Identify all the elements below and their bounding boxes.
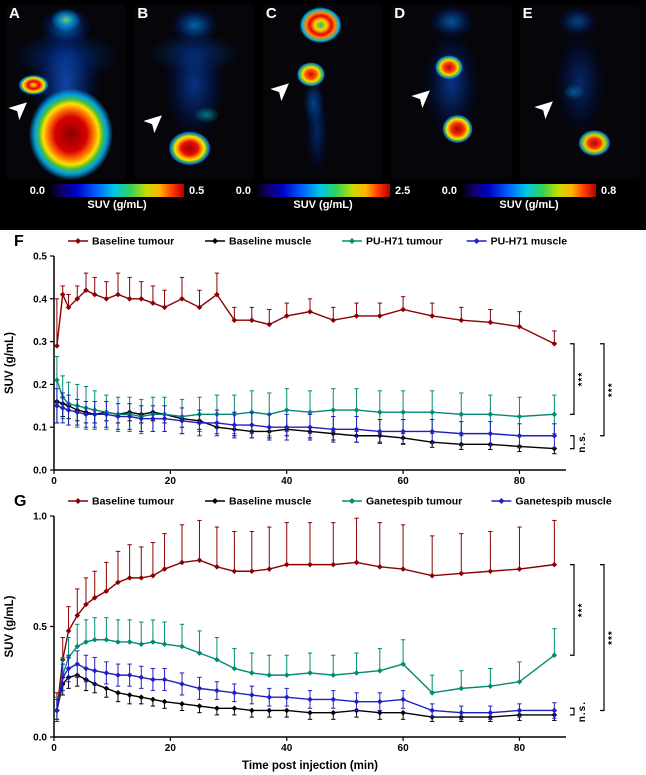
svg-text:20: 20: [165, 476, 177, 487]
colorbar-title: SUV (g/mL): [293, 199, 353, 211]
colorbar-max-label: 2.5: [395, 184, 411, 197]
chart-panel-G: G 0.0 0.5 1.0 0 20 40 60 80 SUV (g/mL) Time post …: [0, 490, 646, 775]
svg-text:0.0: 0.0: [33, 466, 47, 477]
tumour-arrow-icon: ➤: [138, 104, 171, 137]
tumour-arrow-icon: ➤: [529, 90, 562, 123]
tumour-arrow-icon: ➤: [265, 72, 298, 106]
svg-text:Ganetespib muscle: Ganetespib muscle: [515, 496, 611, 508]
suv-time-chart-F: 0.0 0.1 0.2 0.3 0.4 0.5 0 20 40 60 80 SUV (g/mL) Bas…: [4, 236, 618, 488]
suv-colorbar-1: 0.0 0.5 SUV (g/mL): [29, 184, 205, 211]
colorbar-min-label: 0.0: [441, 184, 457, 197]
suv-time-chart-G: 0.0 0.5 1.0 0 20 40 60 80 SUV (g/mL) Time post in…: [4, 496, 618, 773]
svg-text:1.0: 1.0: [33, 512, 47, 523]
svg-text:Ganetespib tumour: Ganetespib tumour: [366, 496, 462, 508]
pet-panels-row: A ➤ B ➤ C ➤ D ➤: [0, 0, 646, 180]
svg-text:Baseline tumour: Baseline tumour: [92, 236, 174, 248]
colorbar-min-label: 0.0: [29, 184, 45, 197]
suv-colorbar-3: 0.0 0.8 SUV (g/mL): [441, 184, 617, 211]
panel-label-D: D: [394, 5, 406, 22]
svg-text:SUV (g/mL): SUV (g/mL): [4, 595, 16, 657]
svg-text:PU-H71 muscle: PU-H71 muscle: [491, 236, 568, 248]
svg-text:Baseline tumour: Baseline tumour: [92, 496, 174, 508]
svg-text:0.1: 0.1: [33, 423, 47, 434]
svg-text:80: 80: [514, 476, 526, 487]
svg-text:n.s.: n.s.: [577, 432, 588, 453]
svg-text:n.s.: n.s.: [577, 701, 588, 722]
svg-text:20: 20: [165, 743, 177, 754]
panel-label-F: F: [14, 233, 24, 250]
pet-scan-image-A: ➤: [6, 4, 127, 180]
panel-label-B: B: [137, 5, 149, 22]
svg-text:60: 60: [398, 743, 410, 754]
pet-panel-B: B ➤: [134, 4, 255, 180]
pet-panel-D: D ➤: [391, 4, 512, 180]
panel-label-C: C: [265, 5, 277, 22]
svg-text:***: ***: [577, 603, 588, 618]
svg-text:PU-H71 tumour: PU-H71 tumour: [366, 236, 442, 248]
colorbar-min-label: 0.0: [235, 184, 251, 197]
svg-text:40: 40: [281, 743, 293, 754]
pet-scan-image-E: ➤: [519, 4, 641, 180]
svg-text:0.5: 0.5: [33, 622, 47, 633]
pet-scan-image-C: ➤: [262, 4, 384, 180]
svg-text:SUV (g/mL): SUV (g/mL): [4, 332, 16, 394]
svg-text:Baseline muscle: Baseline muscle: [229, 496, 311, 508]
panel-label-E: E: [522, 5, 533, 22]
colorbar-gradient: [256, 184, 390, 197]
suv-colorbar-2: 0.0 2.5 SUV (g/mL): [235, 184, 411, 211]
svg-text:Time post injection (min): Time post injection (min): [242, 760, 378, 772]
svg-text:0.3: 0.3: [33, 337, 47, 348]
chart-panel-F: F 0.0 0.1 0.2 0.3 0.4 0.5 0 20 40 60 80 SUV (g/mL) B…: [0, 230, 646, 490]
colorbar-max-label: 0.8: [601, 184, 617, 197]
colorbar-title: SUV (g/mL): [87, 199, 147, 211]
pet-panel-C: C ➤: [262, 4, 384, 180]
colorbar-max-label: 0.5: [189, 184, 205, 197]
pet-image-strip: A ➤ B ➤ C ➤ D ➤: [0, 0, 646, 230]
tumour-arrow-icon: ➤: [406, 79, 439, 113]
svg-text:***: ***: [607, 382, 618, 397]
pet-panel-E: E ➤: [519, 4, 641, 180]
svg-text:Baseline muscle: Baseline muscle: [229, 236, 311, 248]
svg-text:0.2: 0.2: [33, 380, 47, 391]
svg-text:0: 0: [51, 743, 57, 754]
svg-text:0.0: 0.0: [33, 733, 47, 744]
colorbar-gradient: [462, 184, 596, 197]
colorbar-row: 0.0 0.5 SUV (g/mL) 0.0 2.5 SUV (g/mL) 0.…: [0, 180, 646, 230]
svg-text:80: 80: [514, 743, 526, 754]
tumour-arrow-icon: ➤: [6, 92, 35, 125]
svg-text:0.4: 0.4: [33, 294, 47, 305]
pet-scan-image-D: ➤: [391, 4, 512, 180]
colorbar-title: SUV (g/mL): [499, 199, 559, 211]
panel-label-G: G: [14, 493, 27, 510]
svg-text:***: ***: [577, 372, 588, 387]
svg-text:***: ***: [607, 630, 618, 645]
svg-text:0: 0: [51, 476, 57, 487]
colorbar-gradient: [50, 184, 184, 197]
svg-text:0.5: 0.5: [33, 252, 47, 263]
pet-panel-A: A ➤: [6, 4, 127, 180]
svg-text:40: 40: [281, 476, 293, 487]
svg-text:60: 60: [398, 476, 410, 487]
pet-scan-image-B: ➤: [134, 4, 255, 180]
panel-label-A: A: [9, 5, 20, 22]
